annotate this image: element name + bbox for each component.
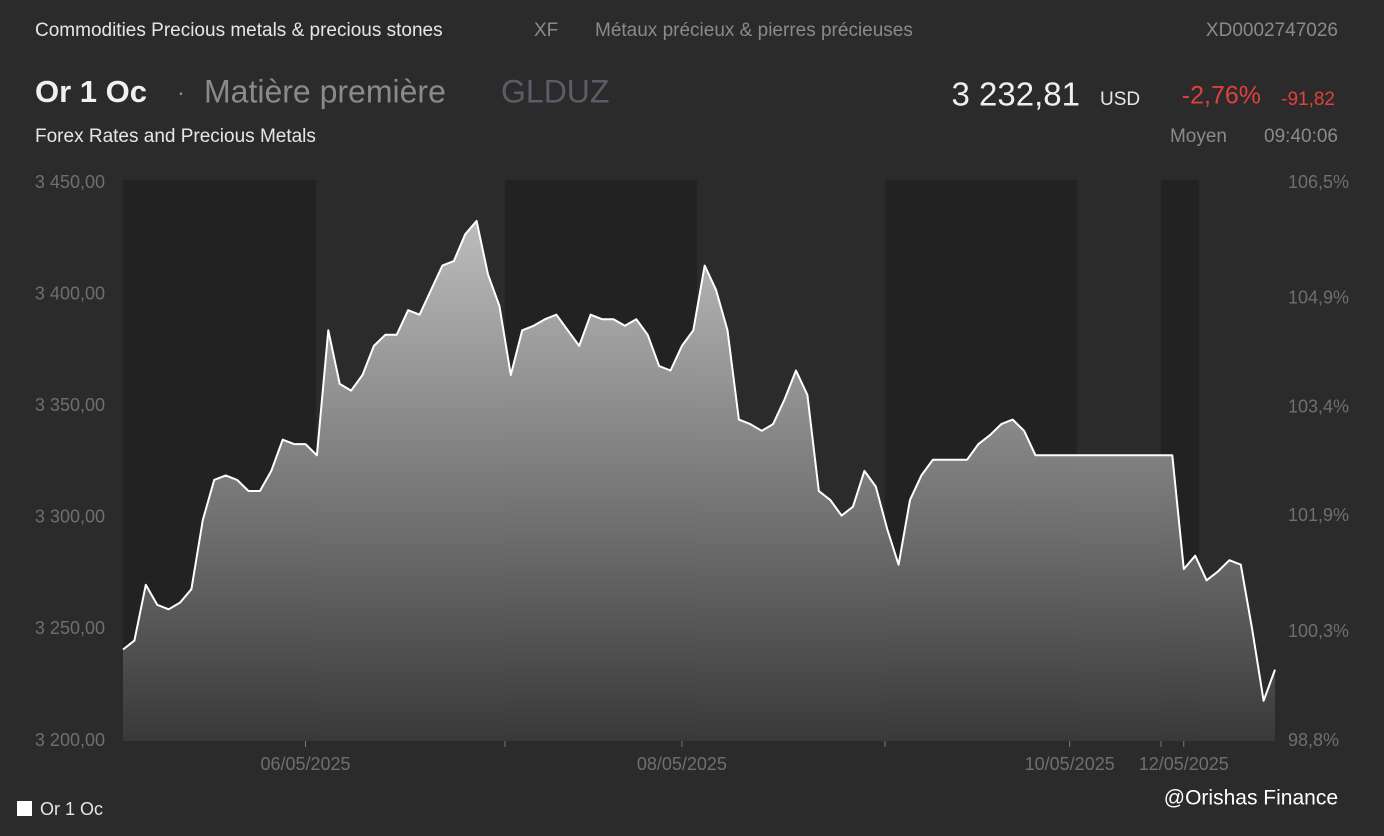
legend-label: Or 1 Oc bbox=[40, 799, 103, 819]
x-tick-label: 08/05/2025 bbox=[637, 754, 727, 774]
time: 09:40:06 bbox=[1264, 126, 1338, 147]
y2-tick-label: 104,9% bbox=[1288, 288, 1349, 308]
y2-tick-label: 100,3% bbox=[1288, 621, 1349, 641]
y2-tick-label: 103,4% bbox=[1288, 396, 1349, 416]
price: 3 232,81 bbox=[952, 76, 1080, 113]
source: Forex Rates and Precious Metals bbox=[35, 126, 316, 147]
separator: · bbox=[177, 79, 185, 106]
kind: Matière première bbox=[204, 73, 446, 109]
x-tick-label: 10/05/2025 bbox=[1025, 754, 1115, 774]
category: Commodities Precious metals & precious s… bbox=[35, 20, 443, 41]
isin: XD0002747026 bbox=[1206, 20, 1338, 41]
instrument-name: Or 1 Oc bbox=[35, 74, 147, 109]
y-tick-label: 3 300,00 bbox=[35, 507, 105, 527]
price-line bbox=[122, 219, 1276, 702]
category-fr: Métaux précieux & pierres précieuses bbox=[595, 20, 913, 41]
price-type: Moyen bbox=[1170, 126, 1227, 147]
area-fill bbox=[123, 220, 1275, 741]
change: -91,82 bbox=[1281, 89, 1335, 110]
watermark: @Orishas Finance bbox=[1164, 787, 1338, 810]
y2-tick-label: 106,5% bbox=[1288, 172, 1349, 192]
y-tick-label: 3 450,00 bbox=[35, 172, 105, 192]
legend-swatch bbox=[17, 801, 32, 816]
y-tick-label: 3 250,00 bbox=[35, 618, 105, 638]
y-tick-label: 3 400,00 bbox=[35, 283, 105, 303]
y2-tick-label: 98,8% bbox=[1288, 730, 1339, 750]
change-pct: -2,76% bbox=[1182, 82, 1261, 110]
currency: USD bbox=[1100, 89, 1140, 110]
x-tick-label: 06/05/2025 bbox=[260, 754, 350, 774]
y-tick-label: 3 350,00 bbox=[35, 395, 105, 415]
ticker: GLDUZ bbox=[501, 73, 609, 109]
x-tick-label: 12/05/2025 bbox=[1139, 754, 1229, 774]
y2-tick-label: 101,9% bbox=[1288, 505, 1349, 525]
y-tick-label: 3 200,00 bbox=[35, 730, 105, 750]
exchange: XF bbox=[534, 20, 558, 41]
